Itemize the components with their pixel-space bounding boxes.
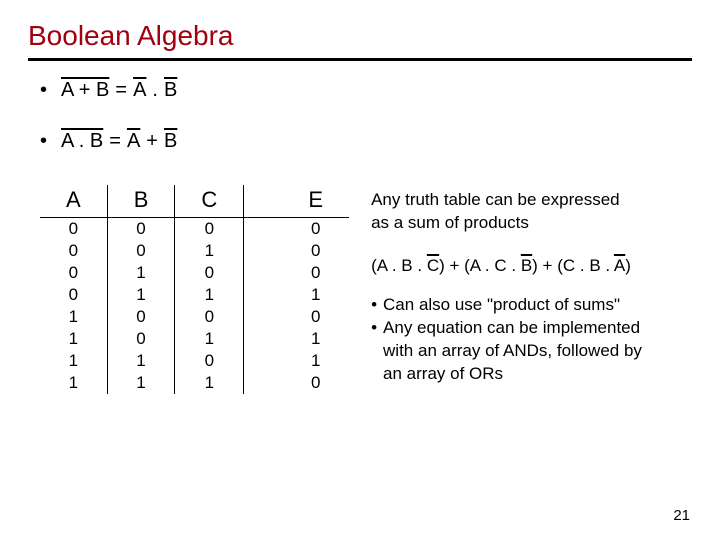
expr-t1: (A . B .: [371, 256, 427, 275]
table-cell: 1: [40, 350, 107, 372]
table-cell: 1: [40, 328, 107, 350]
demorgan-laws: • A + B = A . B • A . B = A + B: [0, 61, 720, 153]
table-header: C: [175, 185, 244, 218]
law2-plus: +: [146, 130, 158, 153]
table-cell: 0: [282, 306, 349, 328]
lead-line-2: as a sum of products: [371, 212, 642, 235]
bullet-icon: •: [371, 317, 377, 386]
table-cell: 1: [107, 262, 175, 284]
bullet-icon: •: [371, 294, 377, 317]
expr-abar: A: [614, 256, 625, 275]
table-cell: 1: [40, 372, 107, 394]
law2-lhs: A . B: [61, 130, 103, 153]
table-cell: [244, 328, 283, 350]
lead-line-1: Any truth table can be expressed: [371, 189, 642, 212]
law1-lhs: A + B: [61, 79, 109, 102]
table-row: 111 0: [40, 372, 349, 394]
law-2: • A . B = A + B: [40, 130, 720, 153]
table-header: A: [40, 185, 107, 218]
table-cell: 1: [175, 284, 244, 306]
law2-rhs-b: B: [164, 130, 177, 153]
expr-t3: ) + (C . B .: [532, 256, 614, 275]
b2-line-a: Any equation can be implemented: [383, 317, 642, 340]
page-number: 21: [673, 507, 690, 524]
table-cell: 1: [175, 240, 244, 262]
b2-line-c: an array of ORs: [383, 363, 642, 386]
table-cell: [244, 218, 283, 241]
table-cell: [244, 240, 283, 262]
law1-rhs-b: B: [164, 79, 177, 102]
table-cell: [244, 262, 283, 284]
expr-bbar: B: [521, 256, 532, 275]
table-cell: 1: [40, 306, 107, 328]
law1-dot: .: [152, 79, 158, 102]
table-cell: 0: [40, 262, 107, 284]
lower-region: ABC E 000 0001 0010 0011 1100 0101 1110 …: [0, 181, 720, 394]
table-cell: [244, 306, 283, 328]
table-cell: 0: [40, 218, 107, 241]
table-cell: 0: [175, 218, 244, 241]
table-header: B: [107, 185, 175, 218]
table-cell: 0: [107, 218, 175, 241]
bullet-1: • Can also use "product of sums": [371, 294, 642, 317]
table-cell: 0: [282, 372, 349, 394]
bullet-1-text: Can also use "product of sums": [383, 294, 620, 317]
table-row: 001 0: [40, 240, 349, 262]
table-cell: 0: [107, 306, 175, 328]
table-cell: 1: [107, 350, 175, 372]
table-row: 000 0: [40, 218, 349, 241]
table-cell: [244, 372, 283, 394]
table-cell: 1: [175, 372, 244, 394]
table-cell: [244, 284, 283, 306]
expr-t4: ): [625, 256, 631, 275]
table-cell: 1: [282, 284, 349, 306]
table-header: E: [282, 185, 349, 218]
page-title: Boolean Algebra: [0, 0, 720, 58]
bullet-icon: •: [40, 130, 47, 153]
law1-rhs-a: A: [133, 79, 146, 102]
table-row: 100 0: [40, 306, 349, 328]
table-cell: 0: [282, 218, 349, 241]
table-row: 101 1: [40, 328, 349, 350]
table-cell: 0: [282, 262, 349, 284]
table-cell: 0: [107, 240, 175, 262]
sop-expression: (A . B . C) + (A . C . B) + (C . B . A): [371, 255, 642, 278]
notes: Any truth table can be expressed as a su…: [371, 185, 642, 394]
truth-table: ABC E 000 0001 0010 0011 1100 0101 1110 …: [40, 185, 349, 394]
table-cell: 0: [282, 240, 349, 262]
table-cell: 0: [107, 328, 175, 350]
table-cell: 0: [175, 306, 244, 328]
law1-eq: =: [115, 79, 127, 102]
b2-line-b: with an array of ANDs, followed by: [383, 340, 642, 363]
table-cell: 0: [40, 240, 107, 262]
table-cell: 1: [282, 350, 349, 372]
table-cell: 0: [175, 350, 244, 372]
law-1: • A + B = A . B: [40, 79, 720, 102]
table-cell: 1: [282, 328, 349, 350]
law2-rhs-a: A: [127, 130, 140, 153]
bullet-2-text: Any equation can be implemented with an …: [383, 317, 642, 386]
table-row: 110 1: [40, 350, 349, 372]
table-cell: [244, 350, 283, 372]
table-cell: 1: [107, 284, 175, 306]
table-row: 011 1: [40, 284, 349, 306]
table-cell: 0: [40, 284, 107, 306]
bullet-2: • Any equation can be implemented with a…: [371, 317, 642, 386]
expr-t2: ) + (A . C .: [439, 256, 521, 275]
bullet-icon: •: [40, 79, 47, 102]
notes-lead: Any truth table can be expressed as a su…: [371, 189, 642, 235]
table-header: [244, 185, 283, 218]
table-cell: 0: [175, 262, 244, 284]
expr-cbar: C: [427, 256, 439, 275]
table-cell: 1: [107, 372, 175, 394]
table-cell: 1: [175, 328, 244, 350]
law2-eq: =: [109, 130, 121, 153]
table-row: 010 0: [40, 262, 349, 284]
